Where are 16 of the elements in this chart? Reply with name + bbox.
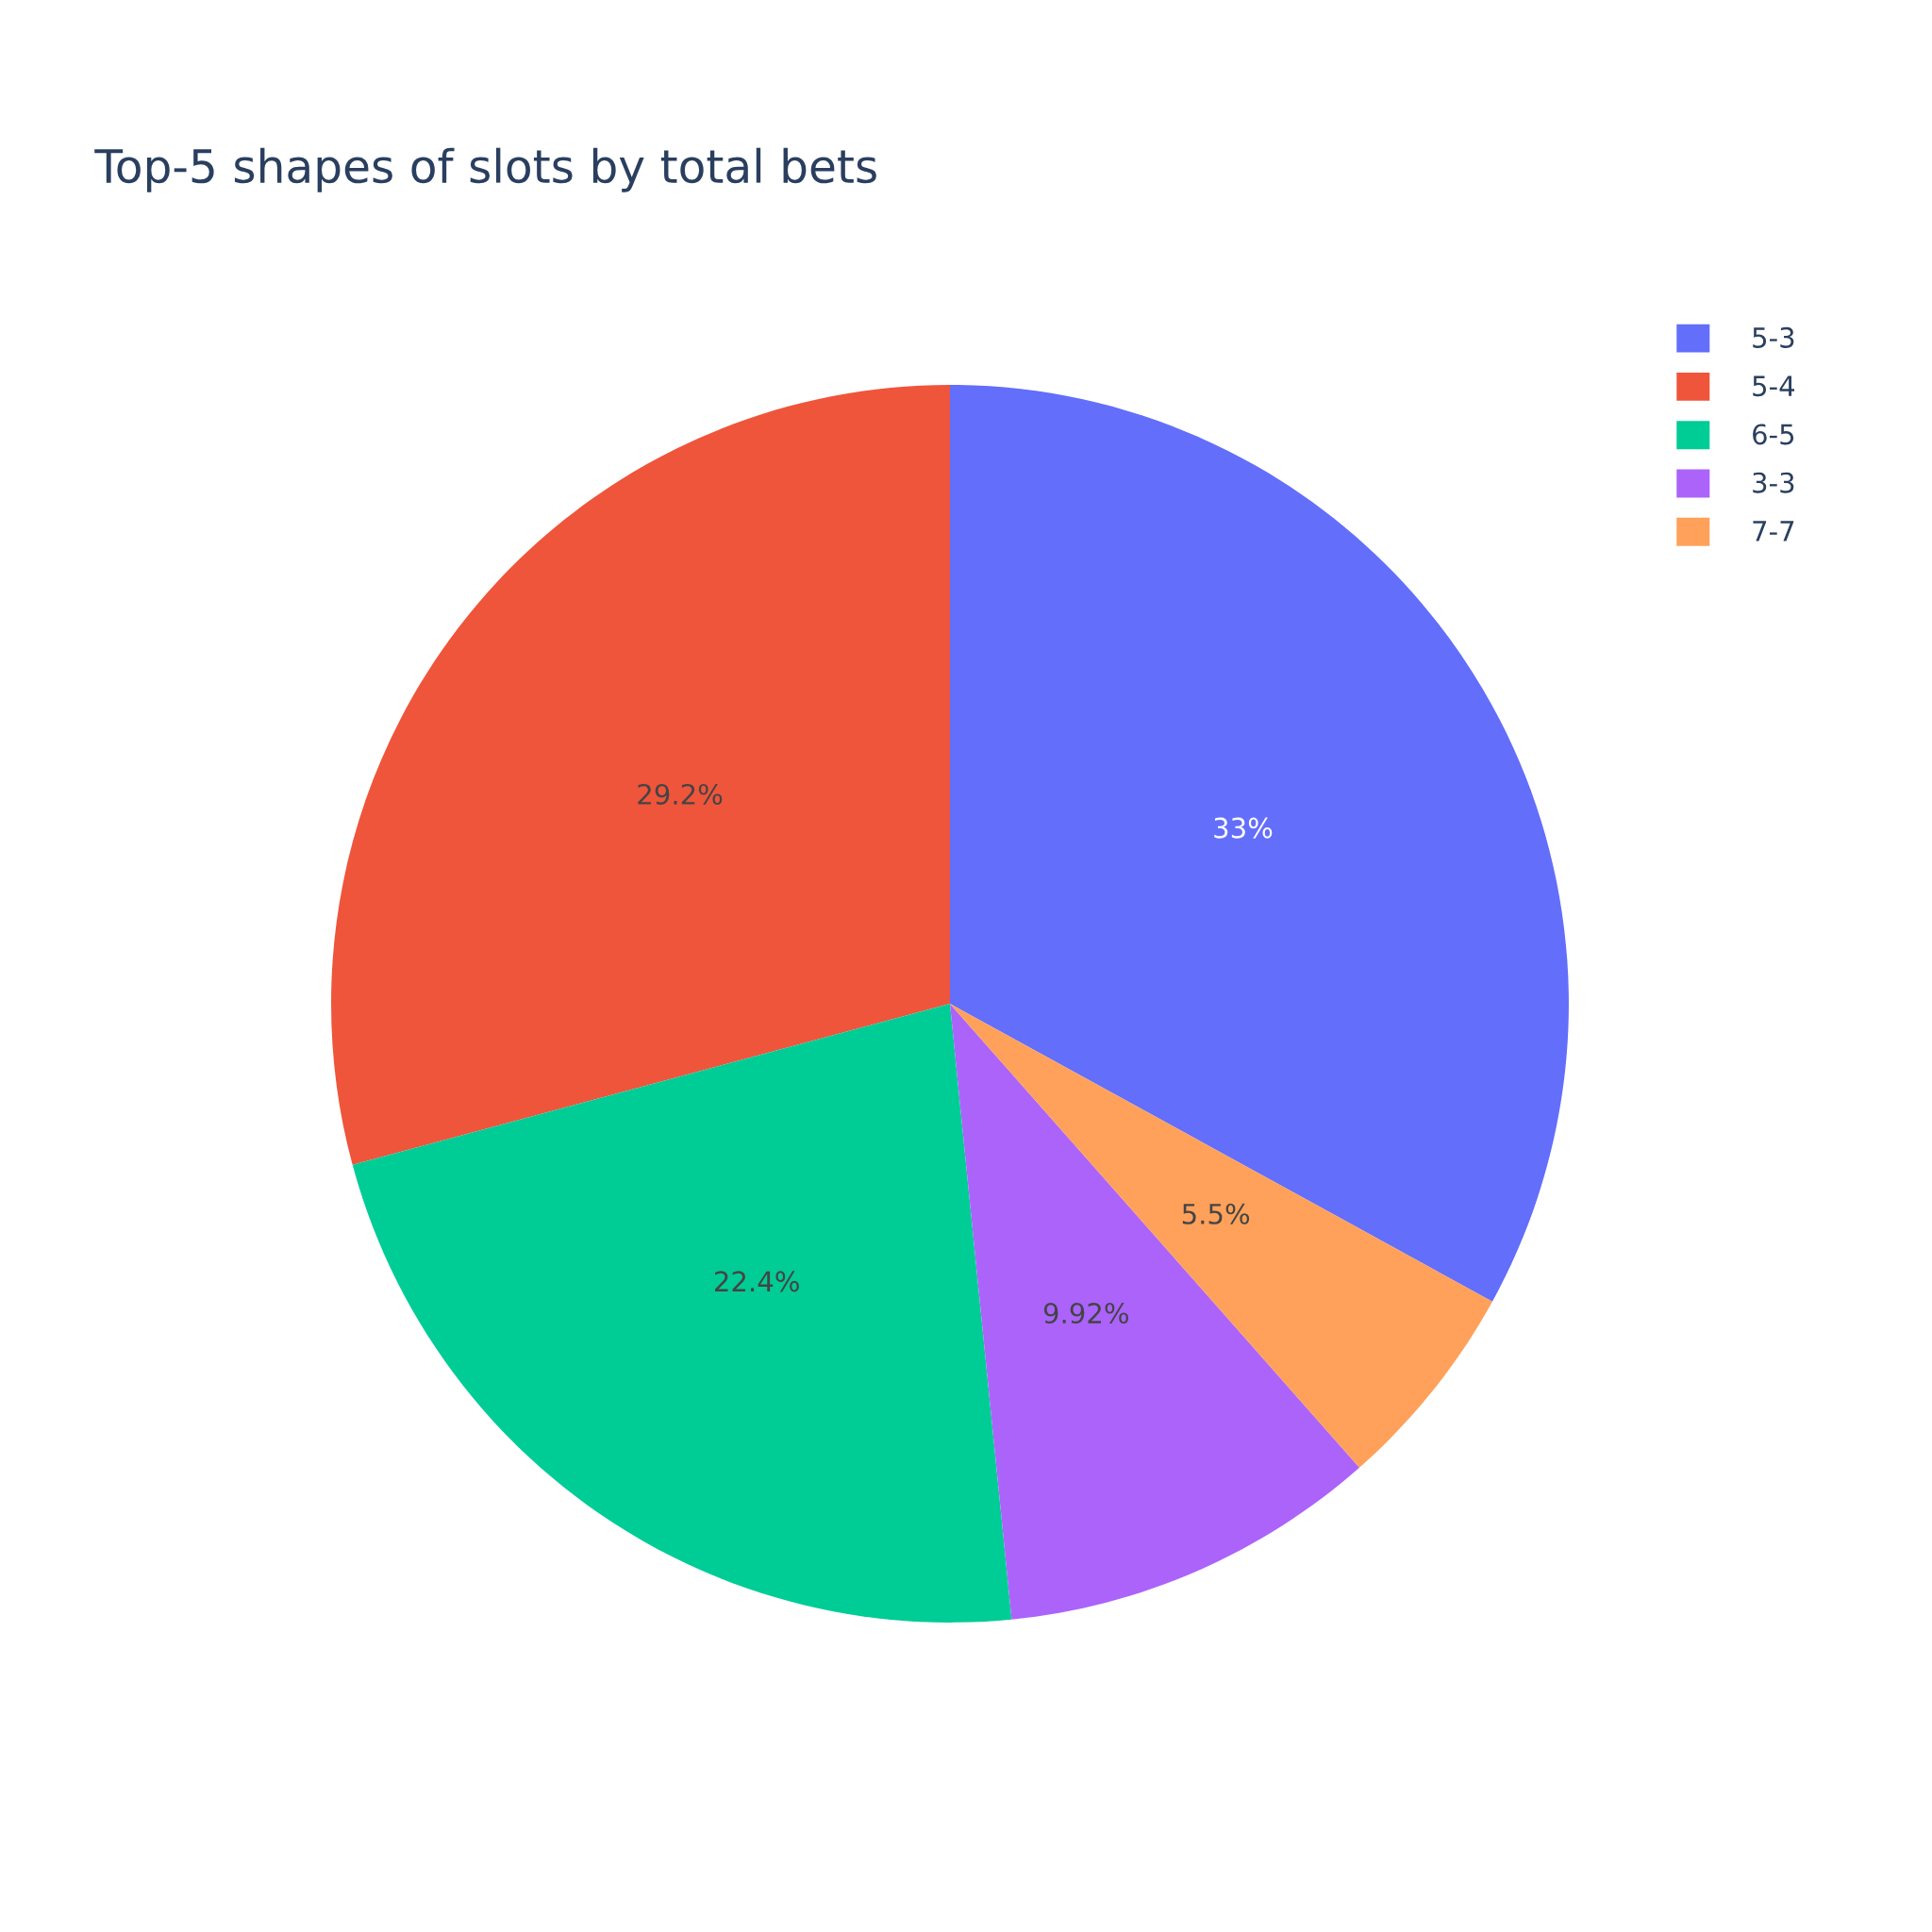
legend-label: 5-4: [1753, 375, 1795, 397]
pie-slice: [352, 1003, 1012, 1623]
data-label: 5.5%: [1182, 1203, 1250, 1224]
data-label: 9.92%: [1043, 1303, 1129, 1324]
legend-label: 5-3: [1753, 326, 1794, 348]
pie-slice: [331, 384, 950, 1165]
chart-title: Top-5 shapes of slots by total bets: [94, 147, 876, 192]
legend-label: 3-3: [1753, 472, 1794, 493]
data-label: 29.2%: [638, 783, 723, 806]
pie-slice: [950, 384, 1569, 1302]
legend-label: 6-5: [1753, 424, 1794, 445]
data-label: 33%: [1214, 817, 1273, 839]
legend-label: 7-7: [1753, 521, 1794, 541]
data-label: 22.4%: [715, 1271, 799, 1292]
pie-slice: [950, 1003, 1492, 1468]
pie-slice: [950, 1003, 1360, 1620]
